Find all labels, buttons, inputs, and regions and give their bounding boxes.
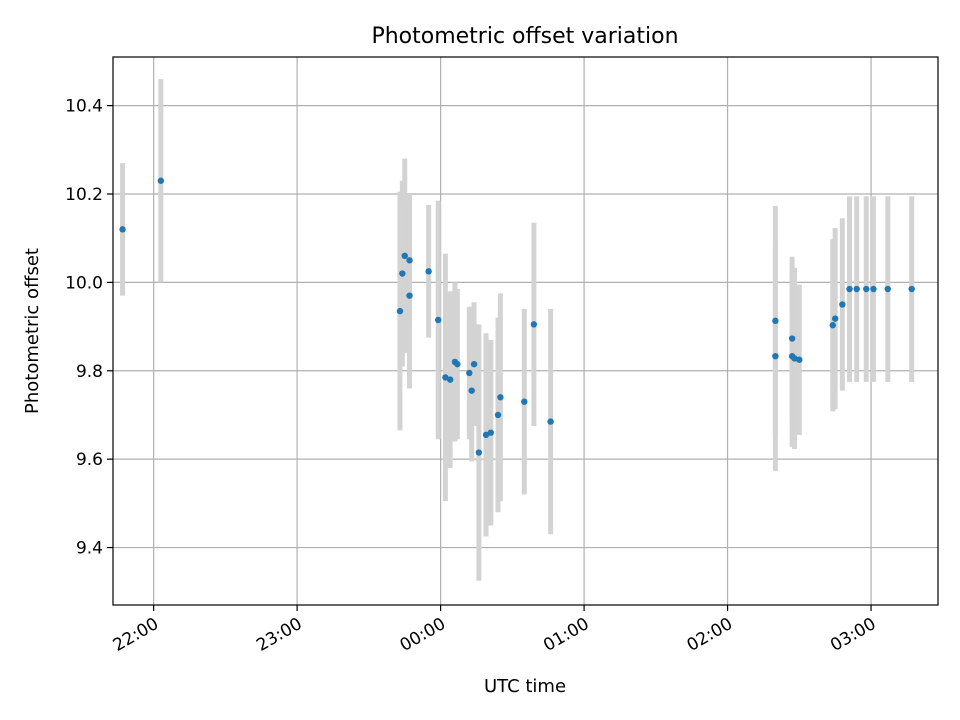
data-point [521, 398, 528, 405]
y-tick-label: 9.6 [76, 450, 103, 470]
data-point [772, 352, 779, 360]
data-point [796, 356, 803, 363]
data-point [406, 292, 413, 299]
data-point [446, 376, 454, 383]
data-point [399, 270, 406, 277]
data-point [454, 360, 461, 368]
data-point [119, 226, 126, 233]
data-point [547, 418, 554, 425]
data-point [468, 387, 475, 394]
data-point [839, 301, 846, 308]
y-tick-label: 9.4 [76, 539, 103, 559]
y-tick-label: 10.0 [65, 273, 103, 293]
data-point [466, 369, 473, 377]
data-point [530, 321, 538, 328]
y-tick-label: 9.8 [76, 362, 103, 382]
data-point [406, 257, 413, 264]
data-point [853, 285, 860, 293]
data-point [401, 252, 408, 260]
chart-title: Photometric offset variation [371, 24, 678, 49]
data-point [475, 449, 483, 456]
data-point [482, 431, 490, 439]
plot-area-frame [112, 56, 939, 606]
data-point [870, 285, 877, 293]
data-point [442, 374, 449, 381]
data-point [497, 394, 504, 401]
data-point [884, 285, 891, 293]
data-point [863, 285, 870, 293]
data-point [908, 285, 915, 293]
y-axis-ticks: 9.4 9.6 9.8 10.0 10.2 10.4 [65, 97, 113, 559]
x-axis-label: UTC time [484, 676, 566, 697]
data-point [846, 285, 853, 293]
data-point [829, 322, 836, 329]
y-tick-label: 10.4 [65, 97, 103, 117]
data-point [831, 315, 839, 322]
data-point [157, 177, 165, 184]
data-point [788, 335, 796, 342]
data-point [470, 360, 478, 368]
y-tick-label: 10.2 [65, 185, 103, 205]
data-point [425, 268, 432, 275]
data-point [396, 307, 404, 315]
data-points [119, 177, 915, 456]
data-point [772, 317, 779, 325]
y-axis-label: Photometric offset [22, 248, 43, 414]
data-point [435, 316, 442, 324]
data-point [487, 429, 495, 436]
data-point [494, 411, 502, 419]
